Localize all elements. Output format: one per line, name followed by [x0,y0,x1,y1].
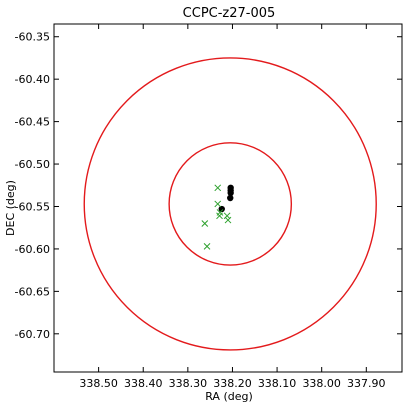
x-axis-label: RA (deg) [205,390,253,403]
x-tick-label: 338.00 [302,377,341,390]
data-point-cross [203,243,211,250]
x-tick-label: 337.90 [347,377,386,390]
x-tick-label: 338.30 [169,377,208,390]
y-tick-label: -60.70 [15,328,50,341]
y-tick-label: -60.65 [15,285,50,298]
x-tick-label: 338.50 [79,377,118,390]
plot-frame [53,23,403,373]
y-tick-label: -60.55 [15,200,50,213]
y-tick-label: -60.40 [15,73,50,86]
y-axis-label: DEC (deg) [4,180,17,236]
data-point-cross [201,220,209,227]
y-tick-label: -60.60 [15,243,50,256]
x-tick-label: 338.40 [124,377,163,390]
y-tick-label: -60.35 [15,31,50,44]
data-point-cross [214,184,222,192]
data-point-dot [218,205,225,213]
ticks-layer: 338.50 338.40 338.30 338.20 338.10 338.00 337.… [15,24,402,390]
data-point-cross [214,200,222,208]
points-layer [201,184,234,250]
chart-title: CCPC-z27-005 [183,6,276,21]
data-point-cross [224,216,232,224]
data-point-dot [227,194,234,202]
data-point-cross [216,212,223,220]
data-point-dot [227,189,234,197]
inner-circle [168,142,293,266]
outer-circle [83,57,377,351]
x-tick-label: 338.10 [258,377,297,390]
x-tick-label: 338.20 [213,377,252,390]
circles-layer [83,57,377,351]
y-tick-label: -60.45 [15,116,50,129]
y-tick-label: -60.50 [15,158,50,171]
